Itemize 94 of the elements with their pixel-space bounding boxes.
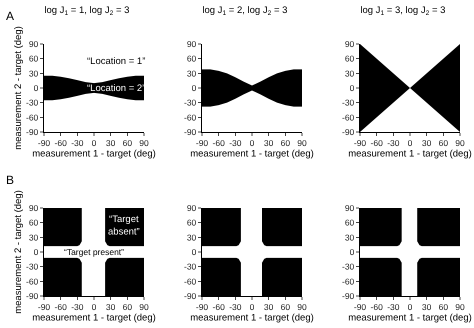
x-axis-title: measurement 1 - target (deg) (32, 148, 156, 160)
x-tick-label: 30 (106, 138, 116, 148)
y-tick-label: 0 (34, 82, 39, 93)
y-tick-label: 60 (186, 218, 197, 228)
annotation: “Target present” (64, 247, 124, 257)
x-tick-label: 60 (280, 138, 290, 148)
x-tick-label: 0 (408, 302, 413, 312)
x-tick-label: 30 (422, 138, 432, 148)
y-tick-label: 90 (28, 38, 39, 49)
y-tick-label: -60 (184, 276, 197, 286)
x-tick-label: 0 (92, 138, 97, 148)
x-axis-title: measurement 1 - target (deg) (32, 312, 156, 324)
x-tick-label: 0 (250, 138, 255, 148)
y-tick-label: -90 (26, 290, 39, 301)
y-tick-label: 0 (350, 82, 355, 93)
annotation: “Location = 1” (87, 56, 146, 67)
x-axis-title: measurement 1 - target (deg) (190, 312, 314, 324)
y-tick-label: 0 (192, 246, 197, 257)
y-tick-label: 90 (344, 38, 355, 49)
x-axis-title: measurement 1 - target (deg) (348, 312, 472, 324)
y-tick-label: 90 (186, 38, 197, 49)
x-tick-label: -30 (71, 302, 84, 312)
text: A (6, 9, 14, 23)
y-tick-label: -90 (342, 290, 355, 301)
y-tick-label: 60 (28, 54, 39, 64)
x-tick-label: -30 (387, 138, 400, 148)
y-tick-label: 30 (186, 68, 197, 78)
x-tick-label: 90 (297, 302, 307, 312)
x-tick-label: -60 (212, 302, 226, 312)
x-axis-title: measurement 1 - target (deg) (348, 148, 472, 160)
annotation: “Target absent” (108, 214, 140, 238)
x-tick-label: -60 (370, 302, 384, 312)
x-tick-label: 60 (122, 302, 132, 312)
y-tick-label: 0 (34, 246, 39, 257)
y-tick-label: 0 (350, 246, 355, 257)
y-tick-label: -90 (184, 290, 197, 301)
y-tick-label: 90 (186, 202, 197, 213)
y-tick-label: -60 (184, 112, 197, 122)
x-tick-label: 90 (455, 138, 465, 148)
y-tick-label: -60 (26, 112, 39, 122)
x-tick-label: -60 (54, 138, 68, 148)
y-axis-title: measurement 2 - target (deg) (13, 26, 24, 150)
x-tick-label: 90 (297, 138, 307, 148)
y-tick-label: 90 (344, 202, 355, 213)
x-tick-label: 60 (438, 302, 448, 312)
y-tick-label: 0 (192, 82, 197, 93)
y-tick-label: 60 (28, 218, 39, 228)
x-tick-label: 60 (280, 302, 290, 312)
y-tick-label: 30 (28, 232, 39, 242)
x-tick-label: 30 (264, 138, 274, 148)
y-tick-label: -60 (342, 276, 355, 286)
x-tick-label: 30 (106, 302, 116, 312)
x-tick-label: -60 (54, 302, 68, 312)
x-tick-label: 60 (438, 138, 448, 148)
text: B (6, 173, 14, 187)
y-tick-label: 30 (344, 68, 355, 78)
y-tick-label: 60 (344, 218, 355, 228)
y-tick-label: 30 (186, 232, 197, 242)
y-tick-label: 60 (186, 54, 197, 64)
y-tick-label: -30 (342, 262, 355, 272)
y-tick-label: -30 (26, 98, 39, 108)
x-tick-label: -30 (229, 138, 242, 148)
y-tick-label: -30 (342, 98, 355, 108)
x-tick-label: -30 (387, 302, 400, 312)
chart-title: log J$_{1}$ = 2, log J$_{2}$ = 3 (202, 5, 288, 18)
y-tick-label: 30 (344, 232, 355, 242)
x-tick-label: 90 (455, 302, 465, 312)
x-tick-label: 90 (139, 138, 149, 148)
x-tick-label: 90 (139, 302, 149, 312)
chart-title: log J$_{1}$ = 3, log J$_{2}$ = 3 (360, 5, 446, 18)
y-tick-label: 60 (344, 54, 355, 64)
chart-title: log J$_{1}$ = 1, log J$_{2}$ = 3 (44, 5, 130, 18)
y-axis-title: measurement 2 - target (deg) (13, 190, 24, 314)
y-tick-label: -60 (342, 112, 355, 122)
y-tick-label: -90 (184, 126, 197, 137)
y-tick-label: -30 (26, 262, 39, 272)
x-tick-label: 0 (250, 302, 255, 312)
x-tick-label: 0 (92, 302, 97, 312)
x-tick-label: 0 (408, 138, 413, 148)
y-tick-label: -90 (342, 126, 355, 137)
y-tick-label: -30 (184, 262, 197, 272)
y-tick-label: -30 (184, 98, 197, 108)
x-tick-label: -60 (370, 138, 384, 148)
x-tick-label: 30 (264, 302, 274, 312)
x-tick-label: -30 (229, 302, 242, 312)
x-tick-label: 30 (422, 302, 432, 312)
y-tick-label: -90 (26, 126, 39, 137)
y-tick-label: -60 (26, 276, 39, 286)
x-tick-label: 60 (122, 138, 132, 148)
x-tick-label: -60 (212, 138, 226, 148)
x-tick-label: -30 (71, 138, 84, 148)
x-axis-title: measurement 1 - target (deg) (190, 148, 314, 160)
y-tick-label: 30 (28, 68, 39, 78)
y-tick-label: 90 (28, 202, 39, 213)
